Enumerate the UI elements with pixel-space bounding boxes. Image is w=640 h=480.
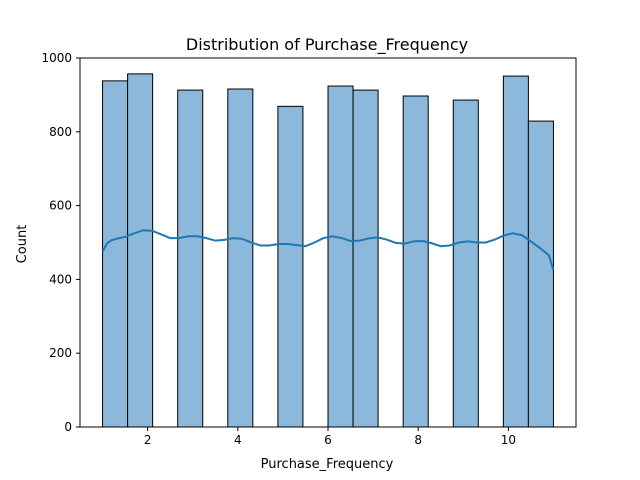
- kde-line: [101, 229, 555, 271]
- x-tick-label: 10: [501, 433, 516, 447]
- histogram-bar-10: [502, 75, 529, 428]
- y-tick-label: 600: [49, 199, 72, 213]
- histogram-bar-11: [527, 120, 554, 428]
- histogram-bar-5: [277, 105, 304, 428]
- histogram-bar-4: [227, 88, 254, 428]
- y-axis-label: Count: [15, 225, 30, 264]
- histogram-bar-7: [352, 89, 379, 428]
- y-axis-ticks: 0 200 400 600 800 1000: [41, 51, 80, 434]
- y-tick-label: 800: [49, 125, 72, 139]
- x-axis-label: Purchase_Frequency: [261, 457, 394, 472]
- histogram-bars: [102, 73, 554, 428]
- y-tick-label: 200: [49, 346, 72, 360]
- y-tick-label: 1000: [41, 51, 72, 65]
- y-tick-label: 400: [49, 272, 72, 286]
- histogram-bar-1: [102, 80, 129, 428]
- histogram-bar-6: [327, 85, 354, 428]
- histogram-bar-2: [127, 73, 154, 428]
- x-tick-label: 6: [324, 433, 332, 447]
- histogram-bar-9: [452, 99, 479, 428]
- histogram-bar-3: [177, 89, 204, 428]
- x-tick-label: 8: [414, 433, 422, 447]
- y-tick-label: 0: [64, 420, 72, 434]
- chart-title: Distribution of Purchase_Frequency: [186, 35, 468, 55]
- histogram-bar-8: [402, 95, 429, 428]
- x-tick-label: 2: [144, 433, 152, 447]
- x-axis-ticks: 2 4 6 8 10: [144, 427, 516, 447]
- x-tick-label: 4: [234, 433, 242, 447]
